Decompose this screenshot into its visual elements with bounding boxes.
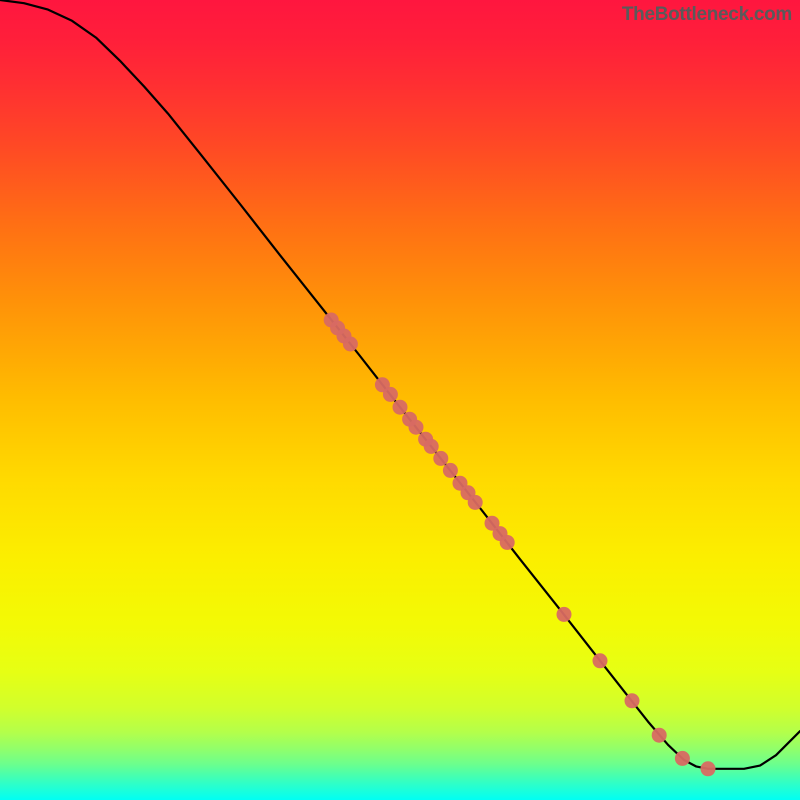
scatter-point (468, 495, 483, 510)
scatter-point (675, 751, 690, 766)
bottleneck-curve (0, 0, 800, 769)
scatter-point (343, 337, 358, 352)
scatter-point (383, 387, 398, 402)
scatter-point (625, 693, 640, 708)
scatter-points (324, 313, 716, 777)
scatter-point (393, 400, 408, 415)
scatter-point (701, 761, 716, 776)
scatter-point (557, 607, 572, 622)
scatter-point (593, 653, 608, 668)
chart-overlay (0, 0, 800, 800)
scatter-point (500, 535, 515, 550)
scatter-point (409, 420, 424, 435)
scatter-point (443, 463, 458, 478)
scatter-point (652, 728, 667, 743)
scatter-point (424, 439, 439, 454)
bottleneck-chart: TheBottleneck.com (0, 0, 800, 800)
scatter-point (433, 451, 448, 466)
